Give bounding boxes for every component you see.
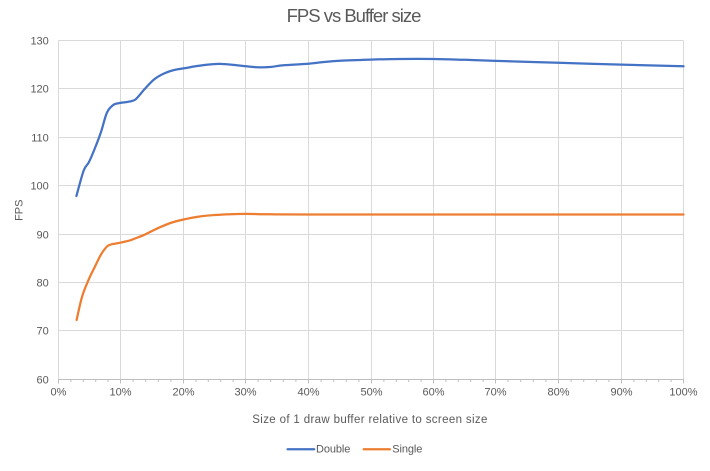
- svg-text:70: 70: [37, 326, 49, 338]
- svg-text:40%: 40%: [297, 387, 319, 399]
- svg-text:20%: 20%: [172, 387, 194, 399]
- svg-text:Double: Double: [316, 444, 350, 456]
- svg-text:60%: 60%: [422, 387, 444, 399]
- svg-text:FPS vs Buffer size: FPS vs Buffer size: [287, 5, 422, 26]
- svg-text:50%: 50%: [360, 387, 382, 399]
- svg-text:130: 130: [30, 36, 48, 48]
- svg-text:90%: 90%: [610, 387, 632, 399]
- svg-text:70%: 70%: [484, 387, 506, 399]
- svg-text:80: 80: [37, 278, 49, 290]
- svg-text:120: 120: [30, 84, 48, 96]
- svg-text:Single: Single: [392, 444, 422, 456]
- svg-text:100: 100: [30, 181, 48, 193]
- svg-text:110: 110: [31, 133, 49, 145]
- svg-text:10%: 10%: [109, 387, 131, 399]
- svg-text:0%: 0%: [51, 387, 67, 399]
- svg-text:80%: 80%: [547, 387, 569, 399]
- svg-text:Size of 1 draw buffer relative: Size of 1 draw buffer relative to screen…: [252, 414, 487, 426]
- svg-text:30%: 30%: [234, 387, 256, 399]
- svg-text:90: 90: [37, 230, 49, 242]
- svg-text:FPS: FPS: [13, 199, 25, 220]
- svg-text:60: 60: [37, 375, 49, 387]
- svg-text:100%: 100%: [669, 387, 697, 399]
